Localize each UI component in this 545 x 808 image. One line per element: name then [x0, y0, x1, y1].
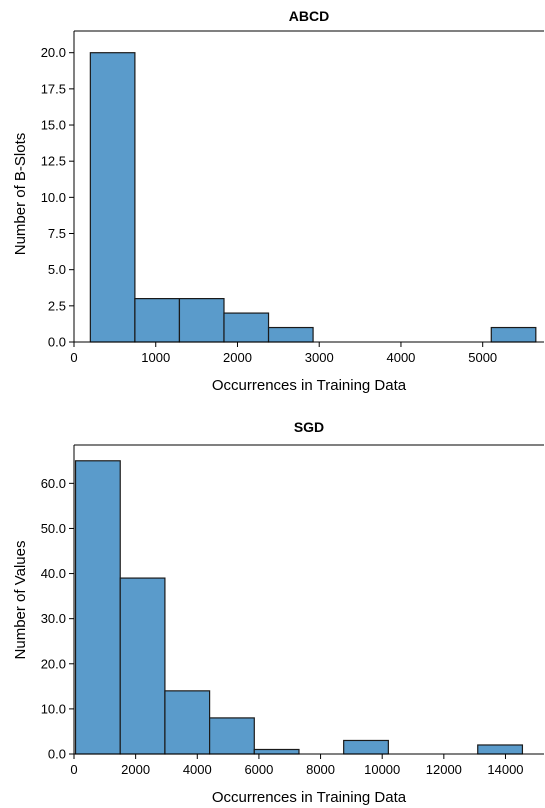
chart-abcd: ABCD Occurrences in Training Data Number…: [12, 8, 544, 394]
histogram-bar: [74, 460, 121, 755]
y-tick-label: 10.0: [41, 701, 66, 716]
y-ticks: 0.0 10.0 20.0 30.0 40.0 50.0 60.0: [41, 476, 74, 762]
y-axis-label: Number of Values: [12, 541, 29, 660]
histogram-bar: [134, 298, 181, 343]
y-tick-label: 7.5: [48, 226, 66, 241]
x-ticks: 0 1000 2000 3000 4000 5000: [70, 342, 497, 365]
axes: [73, 30, 544, 343]
histogram-bar: [119, 577, 166, 755]
y-tick-label: 12.5: [41, 154, 66, 169]
x-tick-label: 0: [70, 350, 77, 365]
histogram-bar: [89, 52, 136, 343]
histogram-bar: [253, 748, 300, 755]
x-tick-label: 12000: [426, 762, 462, 777]
y-tick-label: 0.0: [48, 335, 66, 350]
x-tick-label: 0: [70, 762, 77, 777]
x-tick-label: 4000: [386, 350, 415, 365]
histogram-bar: [343, 739, 389, 755]
y-tick-label: 20.0: [41, 45, 66, 60]
y-tick-label: 40.0: [41, 566, 66, 581]
x-tick-label: 3000: [305, 350, 334, 365]
y-tick-label: 60.0: [41, 476, 66, 491]
y-tick-label: 10.0: [41, 190, 66, 205]
x-tick-label: 6000: [244, 762, 273, 777]
x-ticks: 0 2000 4000 6000 8000 10000 12000 14000: [70, 754, 524, 777]
y-ticks: 0.0 2.5 5.0 7.5 10.0 12.5 15.0 17.5 20.0: [41, 45, 74, 350]
histogram-bar: [490, 326, 537, 343]
histogram-bar: [178, 298, 225, 343]
y-tick-label: 50.0: [41, 521, 66, 536]
y-axis-label: Number of B-Slots: [12, 133, 29, 256]
y-tick-label: 30.0: [41, 611, 66, 626]
y-tick-label: 2.5: [48, 298, 66, 313]
histogram-bar: [209, 717, 255, 755]
x-tick-label: 8000: [306, 762, 335, 777]
x-tick-label: 1000: [141, 350, 170, 365]
bars: [74, 460, 524, 755]
chart-sgd: SGD Occurrences in Training Data Number …: [12, 419, 544, 806]
y-tick-label: 17.5: [41, 81, 66, 96]
x-tick-label: 14000: [487, 762, 523, 777]
bars: [89, 52, 537, 343]
histogram-bar: [164, 690, 211, 755]
x-tick-label: 2000: [121, 762, 150, 777]
x-tick-label: 2000: [223, 350, 252, 365]
y-tick-label: 15.0: [41, 118, 66, 133]
x-tick-label: 4000: [183, 762, 212, 777]
histogram-bar: [477, 744, 524, 755]
x-tick-label: 5000: [468, 350, 497, 365]
histogram-bar: [223, 312, 270, 343]
chart-title: ABCD: [289, 8, 329, 24]
chart-title: SGD: [294, 419, 324, 435]
y-tick-label: 5.0: [48, 262, 66, 277]
axes: [73, 444, 544, 755]
y-tick-label: 20.0: [41, 656, 66, 671]
histogram-bar: [267, 326, 314, 343]
x-tick-label: 10000: [364, 762, 400, 777]
y-tick-label: 0.0: [48, 747, 66, 762]
x-axis-label: Occurrences in Training Data: [212, 377, 407, 394]
x-axis-label: Occurrences in Training Data: [212, 789, 407, 806]
